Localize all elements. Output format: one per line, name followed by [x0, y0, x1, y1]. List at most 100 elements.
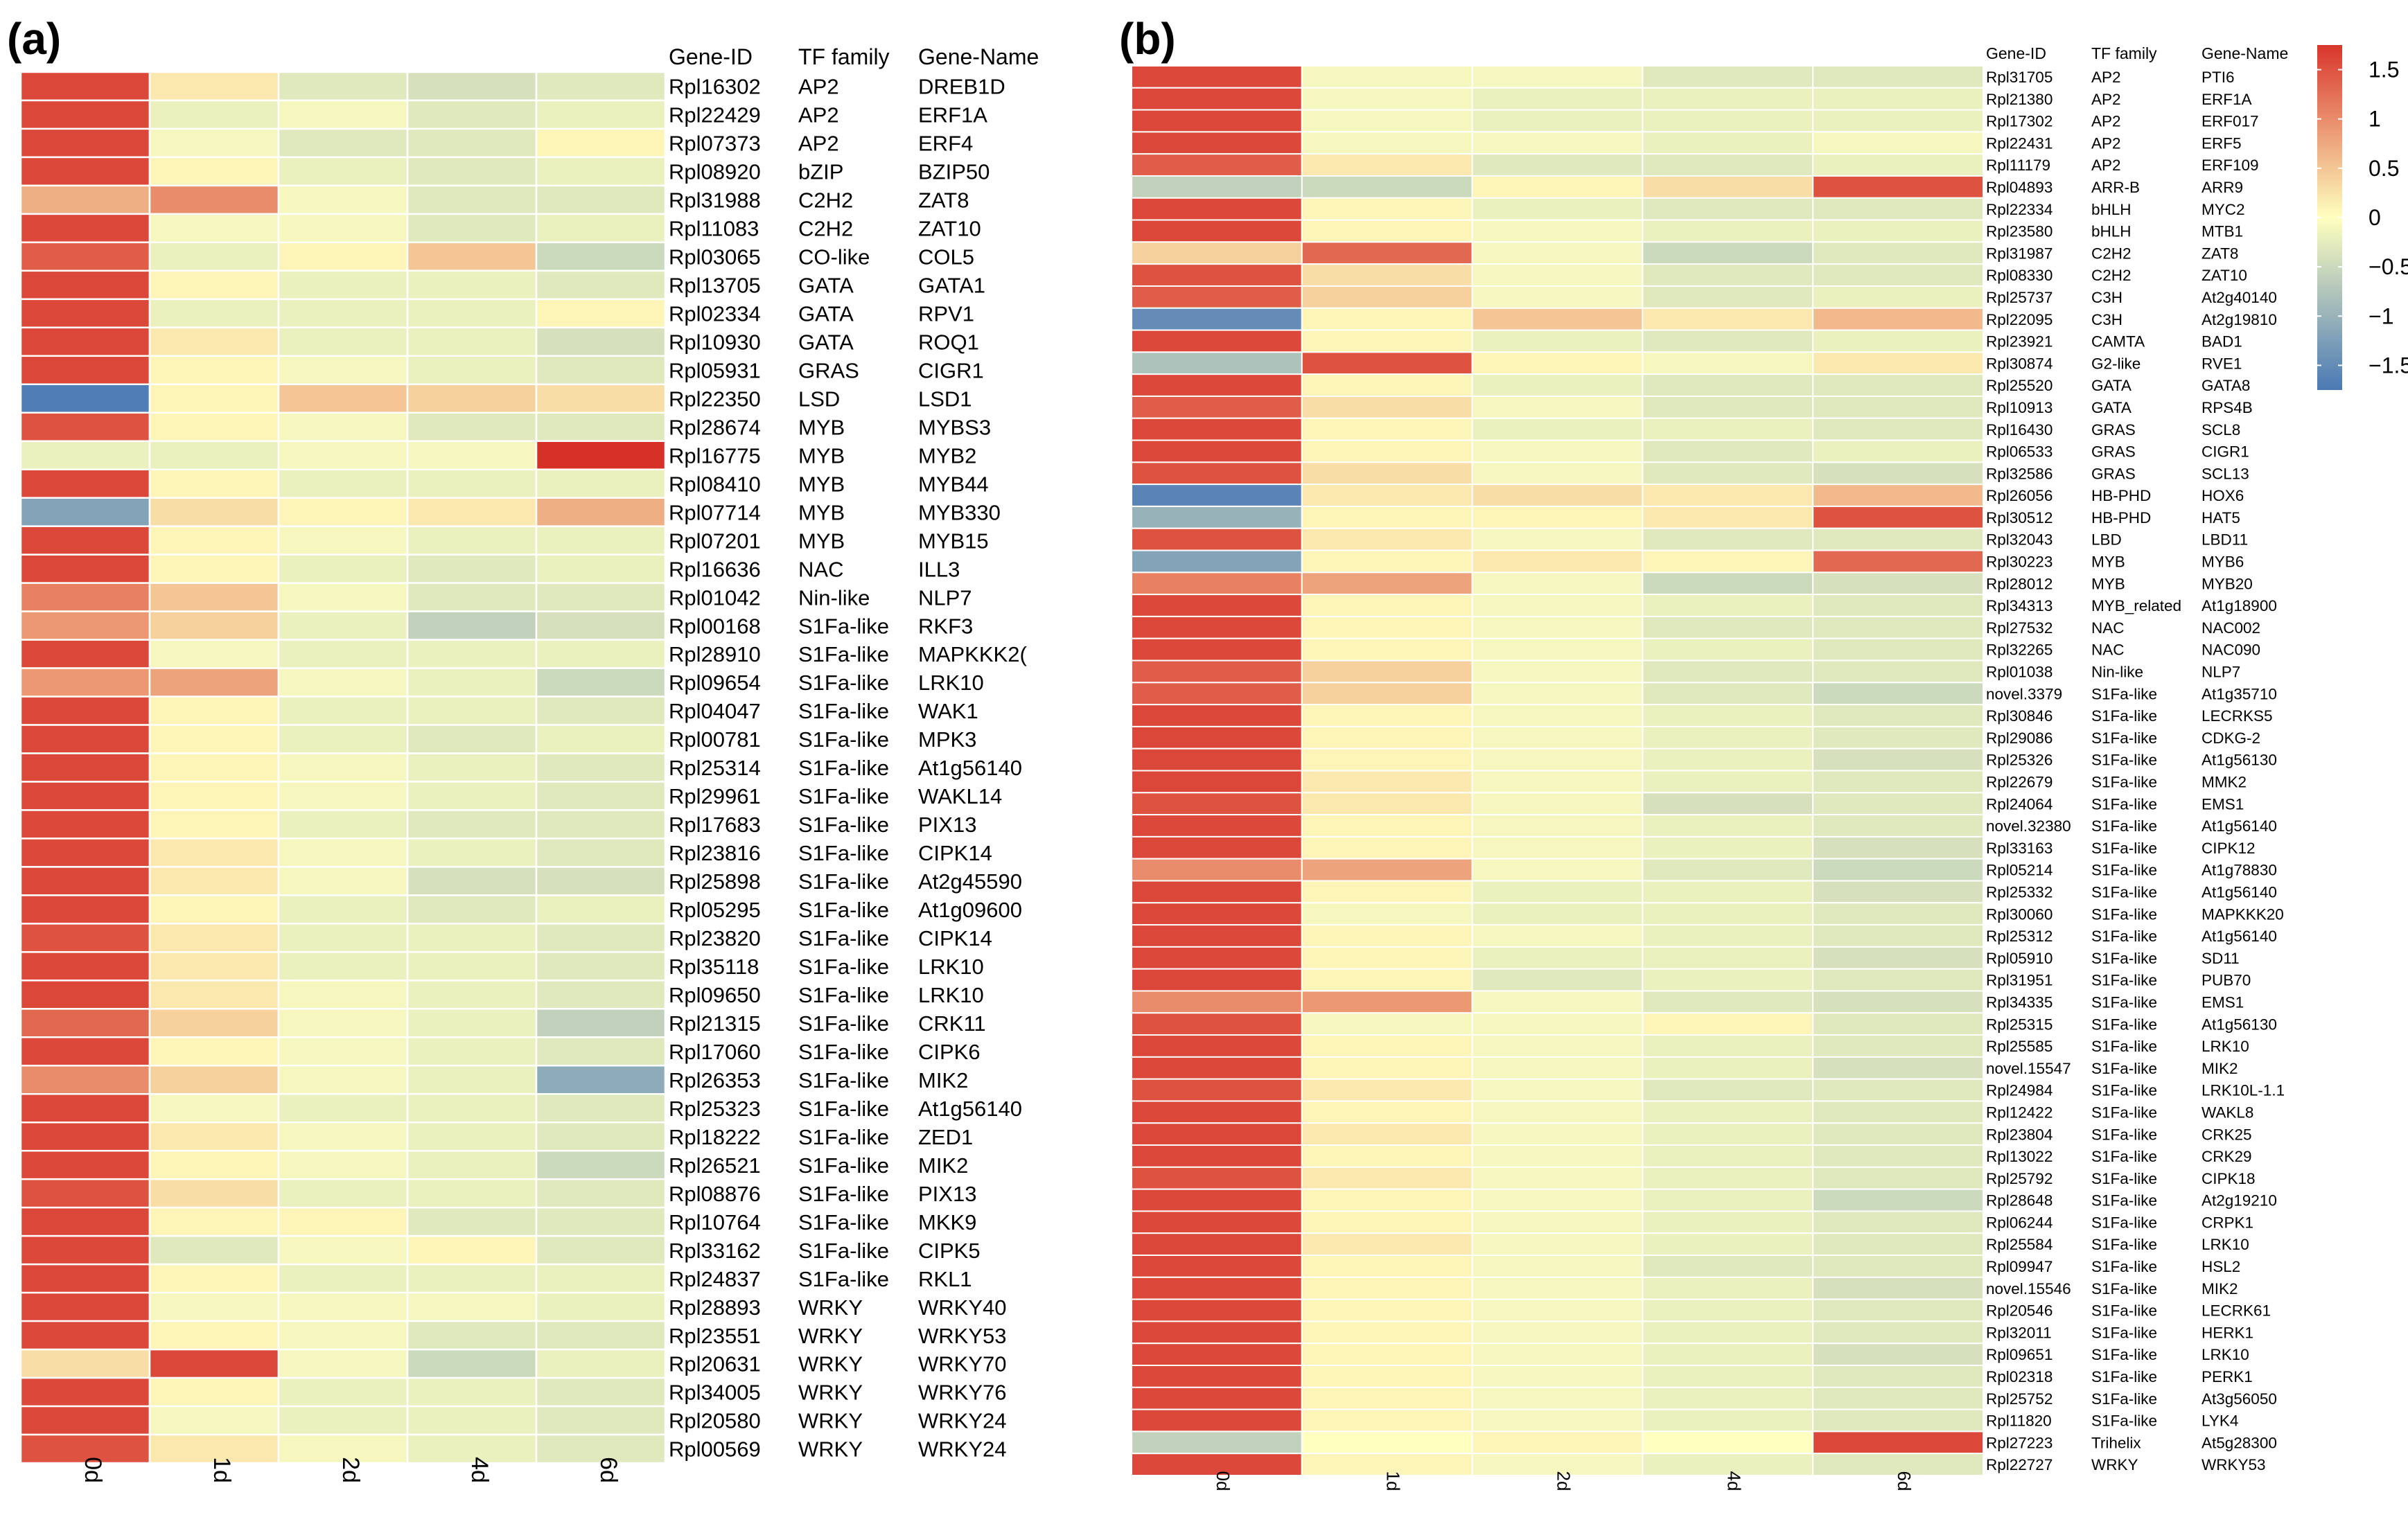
row-tf-family: NAC: [2091, 641, 2125, 659]
heatmap-cell: [1812, 65, 1984, 89]
heatmap-cell: [1131, 527, 1303, 551]
column-label: 0d: [80, 1457, 106, 1483]
heatmap-cell: [277, 269, 409, 301]
heatmap-cell: [1131, 968, 1303, 992]
heatmap-cell: [535, 326, 667, 357]
heatmap-cell: [1642, 1408, 1814, 1433]
row-tf-family: AP2: [798, 132, 839, 156]
heatmap-cell: [1131, 439, 1303, 463]
row-gene-name: ZAT10: [2202, 267, 2247, 284]
column-label: 4d: [1723, 1471, 1744, 1491]
heatmap-cell: [1642, 109, 1814, 133]
heatmap-cell: [1642, 615, 1814, 639]
heatmap-cell: [535, 468, 667, 499]
heatmap-cell: [1301, 792, 1473, 816]
heatmap-cell: [535, 127, 667, 159]
row-gene-id: Rpl28893: [669, 1295, 761, 1320]
row-gene-id: Rpl02334: [669, 301, 761, 326]
heatmap-cell: [1131, 1056, 1303, 1080]
heatmap-cell: [1642, 351, 1814, 375]
heatmap-cell: [277, 355, 409, 386]
heatmap-cell: [1812, 1188, 1984, 1212]
row-gene-id: Rpl10930: [669, 330, 761, 354]
row-gene-id: Rpl25315: [1986, 1016, 2053, 1033]
heatmap-cell: [406, 99, 538, 130]
row-gene-name: CIGR1: [2202, 443, 2249, 461]
heatmap-cell: [1471, 924, 1644, 948]
row-gene-name: At2g45590: [918, 869, 1022, 894]
heatmap-cell: [1642, 1166, 1814, 1190]
row-gene-id: Rpl29086: [1986, 729, 2053, 747]
heatmap-cell: [1131, 505, 1303, 529]
row-gene-name: WRKY53: [918, 1324, 1006, 1348]
row-tf-family: S1Fa-like: [798, 699, 889, 723]
heatmap-cell: [148, 951, 280, 982]
heatmap-cell: [1131, 880, 1303, 904]
heatmap-cell: [1812, 1210, 1984, 1234]
heatmap-cell: [1642, 990, 1814, 1014]
heatmap-cell: [1471, 770, 1644, 794]
heatmap-cell: [1812, 1453, 1984, 1476]
heatmap-cell: [1642, 549, 1814, 574]
heatmap-cell: [406, 752, 538, 783]
heatmap-cell: [406, 525, 538, 556]
heatmap-cell: [1301, 1255, 1473, 1278]
row-tf-family: AP2: [798, 75, 839, 99]
heatmap-cell: [19, 1178, 151, 1209]
heatmap-cell: [406, 980, 538, 1010]
row-gene-id: Rpl24064: [1986, 795, 2053, 813]
row-gene-name: LRK10L-1.1: [2202, 1082, 2285, 1099]
row-tf-family: MYB: [798, 500, 845, 524]
heatmap-cell: [277, 1121, 409, 1152]
row-tf-family: S1Fa-like: [2091, 972, 2157, 989]
heatmap-cell: [277, 241, 409, 272]
heatmap-cell: [1471, 484, 1644, 507]
heatmap-cell: [277, 184, 409, 215]
heatmap-cell: [535, 1008, 667, 1038]
heatmap-cell: [406, 1206, 538, 1237]
row-tf-family: C3H: [2091, 311, 2123, 328]
heatmap-cell: [1642, 924, 1814, 948]
row-gene-id: Rpl25792: [1986, 1170, 2053, 1187]
row-gene-id: Rpl24984: [1986, 1082, 2053, 1099]
row-tf-family: C2H2: [798, 217, 853, 241]
heatmap-cell: [148, 1320, 280, 1351]
row-gene-name: LRK10: [918, 955, 984, 979]
heatmap-cell: [1131, 946, 1303, 970]
heatmap-cell: [1642, 197, 1814, 221]
heatmap-cell: [535, 156, 667, 187]
heatmap-cell: [1812, 1144, 1984, 1168]
heatmap-cell: [535, 639, 667, 669]
row-tf-family: S1Fa-like: [798, 1210, 889, 1234]
row-gene-id: Rpl23921: [1986, 333, 2053, 351]
heatmap-cell: [406, 951, 538, 982]
heatmap-cell: [19, 497, 151, 527]
heatmap-cell: [1642, 87, 1814, 111]
heatmap-cell: [1642, 968, 1814, 992]
heatmap-cell: [1812, 858, 1984, 882]
heatmap-cell: [19, 667, 151, 698]
heatmap-cell: [1301, 902, 1473, 926]
heatmap-cell: [1642, 65, 1814, 89]
row-gene-id: Rpl31951: [1986, 972, 2053, 989]
row-gene-name: MYC2: [2202, 201, 2245, 218]
heatmap-cell: [535, 724, 667, 754]
heatmap-cell: [1131, 1453, 1303, 1476]
heatmap-cell: [277, 610, 409, 641]
row-tf-family: S1Fa-like: [2091, 774, 2157, 791]
heatmap-cell: [1642, 835, 1814, 860]
heatmap-cell: [406, 809, 538, 840]
row-tf-family: S1Fa-like: [798, 727, 889, 752]
heatmap-cell: [1131, 1034, 1303, 1058]
heatmap-cell: [1471, 1232, 1644, 1257]
row-gene-id: Rpl08330: [1986, 267, 2053, 284]
heatmap-cell: [1812, 307, 1984, 331]
column-label: 1d: [209, 1457, 235, 1483]
heatmap-cell: [19, 525, 151, 556]
heatmap-cell: [1301, 153, 1473, 177]
row-gene-id: Rpl13705: [669, 274, 761, 298]
heatmap-cell: [535, 866, 667, 896]
heatmap-cell: [19, 99, 151, 130]
heatmap-cell: [1642, 307, 1814, 331]
